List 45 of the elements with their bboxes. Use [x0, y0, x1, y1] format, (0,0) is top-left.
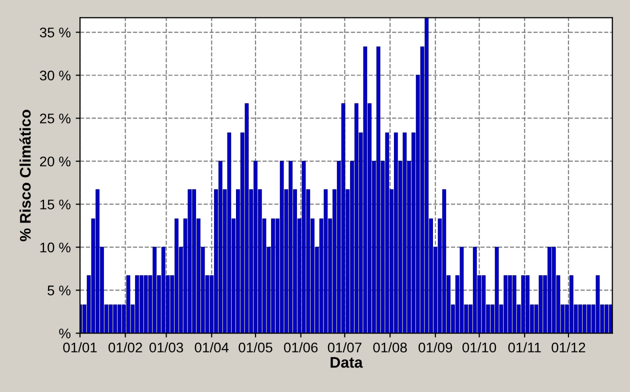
x-tick-label: 01/10 [462, 342, 496, 352]
y-tick-label: 10 % [40, 242, 70, 252]
y-axis-title: % Risco Climático [19, 110, 31, 242]
bar [376, 46, 380, 334]
bar [578, 304, 582, 334]
bar [552, 246, 556, 334]
bar [504, 275, 508, 334]
bar [512, 275, 516, 334]
bar [161, 246, 166, 334]
x-tick-label: 01/03 [149, 342, 184, 352]
x-tick-label: 01/09 [418, 342, 452, 352]
bar [152, 246, 157, 334]
bar [494, 246, 499, 334]
bar [482, 275, 486, 334]
x-axis-title: Data [330, 357, 363, 368]
bar [113, 304, 118, 334]
y-tick-label: 25 % [40, 114, 70, 124]
bar [538, 275, 543, 334]
bar [144, 275, 148, 334]
x-tick-label: 01/11 [508, 342, 541, 352]
bar [521, 275, 526, 334]
bar [442, 189, 446, 334]
bar [472, 246, 477, 334]
y-tick-label: 35 % [40, 28, 70, 38]
y-tick-label: 30 % [40, 70, 70, 80]
bar [227, 132, 232, 334]
x-tick-label: 01/02 [108, 342, 142, 352]
bar [280, 160, 284, 334]
y-tick-label: 15 % [40, 200, 70, 210]
bar [288, 160, 293, 334]
x-tick-label: 01/12 [552, 342, 586, 352]
y-tick-label: % [59, 328, 70, 338]
y-tick-label: 20 % [40, 156, 70, 166]
bar [188, 189, 192, 334]
x-tick-label: 01/04 [194, 342, 229, 352]
bar [402, 132, 407, 334]
x-tick-label: 01/05 [238, 342, 272, 352]
bar [385, 132, 390, 334]
bar [363, 46, 368, 334]
bar [424, 18, 429, 334]
y-tick-label: 5 % [48, 286, 70, 296]
x-tick-label: 01/08 [373, 342, 407, 352]
x-tick-label: 01/01 [63, 342, 97, 352]
x-tick-label: 01/06 [284, 342, 318, 352]
x-tick-label: 01/07 [328, 342, 362, 352]
